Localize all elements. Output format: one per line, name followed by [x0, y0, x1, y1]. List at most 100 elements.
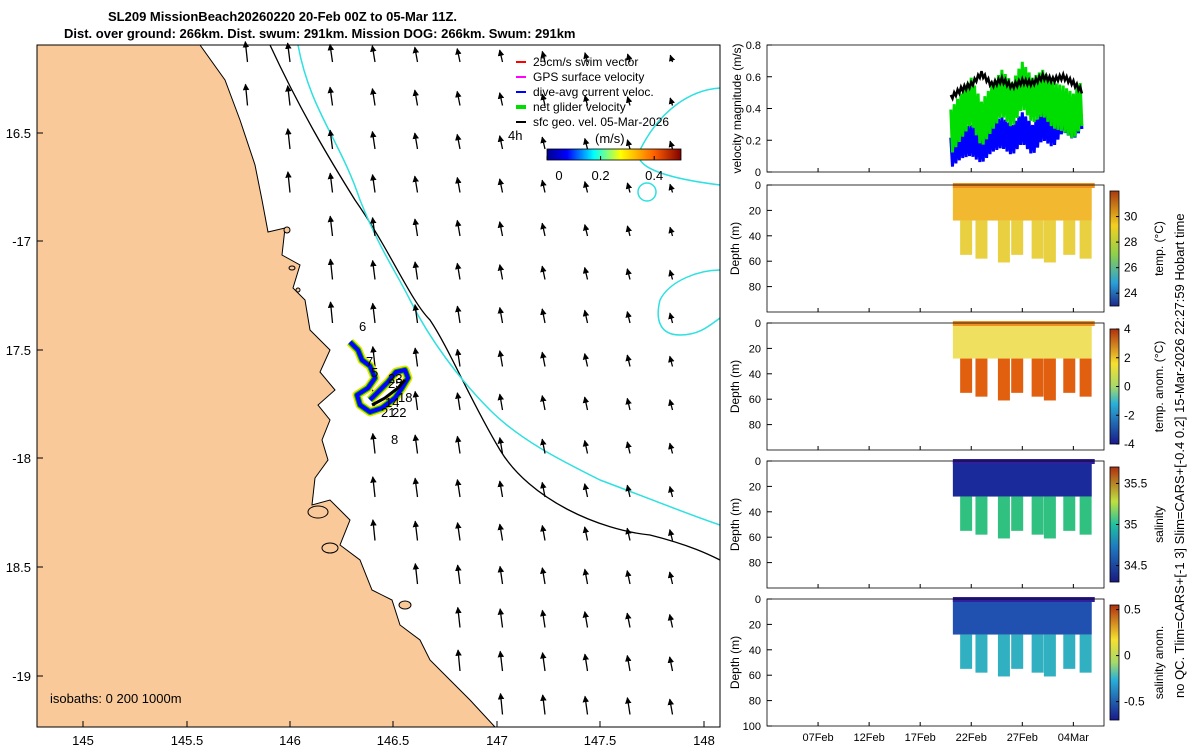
velocity-arrow-91 [625, 441, 632, 454]
velocity-arrow-65 [540, 308, 547, 324]
panel4-dive-4 [1031, 634, 1044, 673]
map-x-tick-label-5: 147.5 [584, 733, 617, 748]
island-5 [295, 287, 301, 293]
panel3-dive-0 [960, 496, 973, 531]
time-tick-label-5: 04Mar [1058, 732, 1090, 744]
panel2-upper-block [952, 323, 1092, 359]
panel3-dive-7 [1079, 496, 1092, 535]
isobath-1000m [297, 44, 721, 526]
panel-4: 0 20 40 60 80 100 Depth (m) -0.5 0 0.5 salinity an… [728, 594, 1166, 733]
velocity-arrow-97 [540, 481, 547, 498]
velocity-arrow-90 [582, 439, 590, 454]
velocity-arrow-37 [497, 178, 505, 193]
velocity-arrow-132 [667, 698, 675, 715]
velocity-arrow-89 [540, 438, 547, 454]
panel1-dive-1 [975, 220, 988, 259]
panel4-ytick-label-4: 80 [749, 696, 761, 708]
panel0-ylabel: velocity magnitude (m/s) [730, 43, 744, 173]
panel3-cblabel: salinity [1152, 506, 1166, 543]
velocity-arrow-35 [412, 175, 419, 193]
panel1-ytick-label-0: 0 [755, 180, 761, 192]
panel3-ytick-label-2: 40 [749, 507, 761, 519]
panel1-dive-3 [1011, 220, 1024, 255]
panel2-dive-3 [1011, 358, 1024, 393]
velocity-arrow-66 [582, 309, 590, 324]
panel2-dive-4 [1031, 358, 1044, 397]
track-label-6: 14 [385, 395, 399, 410]
velocity-arrow-28 [540, 136, 547, 150]
velocity-arrow-117 [497, 608, 505, 628]
map-x-tick-label-6: 148 [693, 733, 715, 748]
velocity-arrow-53 [412, 261, 420, 280]
track-label-9: 8 [391, 432, 398, 447]
panel3-dive-4 [1031, 496, 1044, 535]
panel0-ytick-label-4: 0.8 [746, 40, 761, 52]
velocity-arrow-122 [455, 649, 462, 672]
panel1-ylabel: Depth (m) [728, 222, 742, 275]
panel0-ytick-label-0: 0 [755, 167, 761, 179]
panel2-cbtick-label-1: -2 [1124, 408, 1135, 422]
velocity-arrow-44 [412, 218, 419, 237]
legend-label-4: sfc geo. vel. 05-Mar-2026 [533, 115, 669, 129]
panel-3: 0 20 40 60 80 Depth (m) 34.5 35 35.5 salinity [728, 456, 1166, 589]
panel-frame-2 [766, 322, 1105, 451]
velocity-arrow-84 [668, 399, 675, 411]
velocity-arrow-71 [455, 348, 462, 367]
map-y-tick-label-5: -19 [12, 669, 31, 684]
velocity-arrow-78 [412, 390, 420, 411]
velocity-arrow-102 [412, 520, 420, 541]
velocity-arrow-69 [370, 345, 377, 367]
panel4-ytick-label-5: 100 [743, 721, 761, 733]
panel2-ytick-label-1: 20 [749, 343, 761, 355]
panel2-dive-6 [1063, 358, 1076, 393]
velocity-arrow-80 [497, 393, 504, 411]
panel2-dive-7 [1079, 358, 1092, 397]
panel1-dive-7 [1079, 220, 1092, 259]
velocity-arrow-43 [370, 216, 377, 237]
velocity-arrow-94 [412, 477, 420, 498]
time-tick-label-2: 17Feb [905, 732, 936, 744]
velocity-arrow-129 [540, 694, 547, 715]
velocity-arrow-109 [412, 562, 420, 585]
velocity-arrow-27 [497, 135, 505, 150]
velocity-arrow-56 [540, 265, 547, 280]
panel4-ytick-label-0: 0 [755, 594, 761, 606]
panel4-ytick-label-3: 60 [749, 670, 761, 682]
panel4-dive-2 [997, 634, 1010, 677]
velocity-arrow-9 [626, 53, 633, 63]
panel2-ytick-label-4: 80 [749, 420, 761, 432]
velocity-arrow-76 [668, 355, 675, 367]
panel4-cbtick-label-2: 0.5 [1124, 603, 1141, 617]
panel-frame-3 [766, 460, 1105, 589]
velocity-arrow-79 [455, 392, 462, 411]
panel1-cbtick-label-2: 28 [1124, 235, 1138, 249]
velocity-arrow-48 [582, 223, 590, 237]
time-tick-label-3: 22Feb [956, 732, 987, 744]
velocity-arrow-87 [455, 435, 462, 454]
track-label-3: 23 [388, 371, 402, 386]
panel2-cbtick-label-2: 0 [1124, 380, 1131, 394]
panel2-dive-5 [1043, 358, 1056, 401]
velocity-arrow-118 [540, 609, 547, 628]
track-current [348, 340, 410, 414]
panel4-dive-7 [1079, 634, 1092, 673]
panel3-dive-2 [997, 496, 1010, 539]
panel1-cbtick-label-1: 26 [1124, 261, 1138, 275]
velocity-arrow-60 [327, 301, 335, 324]
panel0-ytick-label-1: 0.2 [746, 135, 761, 147]
panel1-cblabel: temp. (°C) [1152, 221, 1166, 276]
velocity-arrow-131 [625, 697, 632, 715]
panel4-dive-3 [1011, 634, 1024, 669]
velocity-arrow-67 [625, 310, 632, 324]
velocity-arrow-12 [285, 85, 292, 106]
panel3-ylabel: Depth (m) [728, 498, 742, 551]
velocity-arrow-54 [455, 262, 462, 280]
panel1-surface-band [952, 183, 1095, 188]
panel1-ytick-label-3: 60 [749, 256, 761, 268]
panel3-ytick-label-4: 80 [749, 558, 761, 570]
isobath-1000m-eddy [657, 269, 721, 336]
velocity-arrow-14 [370, 87, 377, 106]
